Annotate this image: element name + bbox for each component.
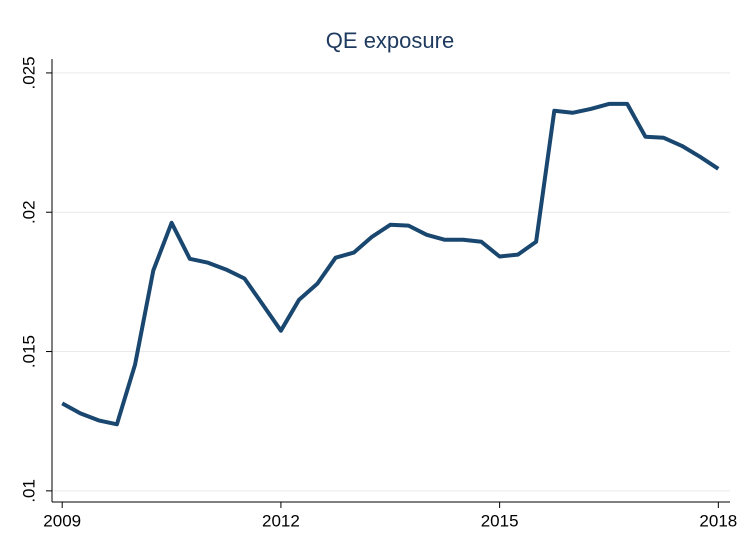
x-tick-label: 2018	[699, 511, 737, 530]
chart-title: QE exposure	[326, 28, 454, 53]
y-tick-label: .025	[19, 56, 38, 89]
x-tick-label: 2009	[43, 511, 81, 530]
x-tick-label: 2015	[481, 511, 519, 530]
x-tick-label: 2012	[262, 511, 300, 530]
y-tick-label: .01	[19, 479, 38, 503]
y-tick-label: .02	[19, 200, 38, 224]
y-tick-label: .015	[19, 335, 38, 368]
data-line	[61, 101, 720, 427]
